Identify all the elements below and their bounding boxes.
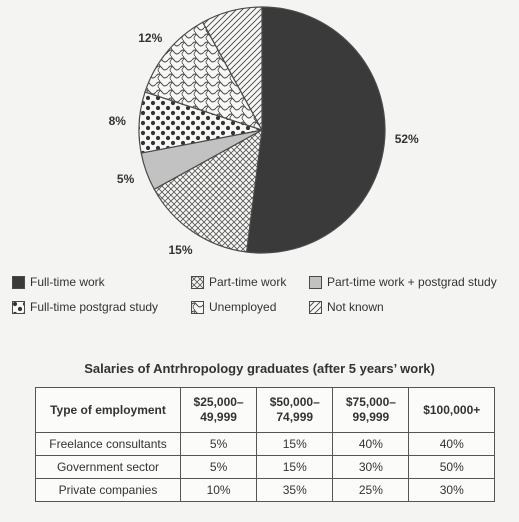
legend-label: Part-time work + postgrad study bbox=[327, 275, 497, 289]
table-cell: 35% bbox=[256, 478, 334, 502]
pie-chart: 52%15%5%8%12%8% bbox=[108, 6, 419, 257]
legend-label: Unemployed bbox=[209, 300, 277, 314]
table-row: Freelance consultants 5% 15% 40% 40% bbox=[35, 432, 495, 456]
legend-item-full-time-postgrad-study: Full-time postgrad study bbox=[12, 300, 158, 314]
pie-label-part-time-work-postgrad-study: 5% bbox=[116, 172, 135, 187]
table-body: Freelance consultants 5% 15% 40% 40% Governme… bbox=[35, 432, 495, 502]
legend-item-full-time-work: Full-time work bbox=[12, 275, 105, 289]
table-header-cell: $50,000– 74,999 bbox=[256, 387, 334, 433]
legend-item-part-time-work-postgrad-study: Part-time work + postgrad study bbox=[309, 275, 497, 289]
legend-swatch bbox=[309, 275, 322, 289]
table-header-cell: $100,000+ bbox=[408, 387, 495, 433]
legend-label: Part-time work bbox=[209, 275, 287, 289]
table-cell: 30% bbox=[332, 455, 410, 479]
pie-label-full-time-work: 52% bbox=[394, 132, 419, 147]
pie-label-unemployed: 12% bbox=[138, 30, 163, 45]
table-header-cell: $75,000– 99,999 bbox=[332, 387, 410, 433]
table-row: Government sector 5% 15% 30% 50% bbox=[35, 455, 495, 479]
pie-chart-svg bbox=[138, 6, 386, 254]
legend-swatch bbox=[309, 300, 322, 314]
legend-swatch bbox=[191, 300, 204, 314]
table-cell: 25% bbox=[332, 478, 410, 502]
table-cell: Private companies bbox=[35, 478, 181, 502]
legend-item-not-known: Not known bbox=[309, 300, 384, 314]
legend-swatch bbox=[191, 275, 204, 289]
table-cell: 40% bbox=[332, 432, 410, 456]
table-title: Salaries of Antrhropology graduates (aft… bbox=[84, 361, 435, 376]
table-header-row: Type of employment $25,000– 49,999 $50,000–… bbox=[35, 387, 495, 433]
legend-swatch bbox=[12, 300, 25, 314]
table-cell: 50% bbox=[408, 455, 495, 479]
legend-label: Not known bbox=[327, 300, 384, 314]
pie-slice-full-time-work bbox=[245, 6, 386, 254]
pie-label-full-time-postgrad-study: 8% bbox=[108, 113, 126, 128]
legend-swatch bbox=[12, 275, 25, 289]
table-cell: 15% bbox=[256, 455, 334, 479]
table-row: Private companies 10% 35% 25% 30% bbox=[35, 478, 495, 502]
table-header-cell: $25,000– 49,999 bbox=[179, 387, 258, 433]
legend-item-unemployed: Unemployed bbox=[191, 300, 276, 314]
table-header-cell: Type of employment bbox=[35, 387, 181, 433]
salary-table: Type of employment $25,000– 49,999 $50,000–… bbox=[35, 387, 495, 502]
pie-slice-not-known bbox=[201, 6, 263, 131]
pie-slice-unemployed bbox=[144, 21, 264, 132]
table-cell: Freelance consultants bbox=[35, 432, 181, 456]
table-cell: Government sector bbox=[35, 455, 181, 479]
table-cell: 5% bbox=[179, 455, 258, 479]
table-cell: 40% bbox=[408, 432, 495, 456]
table-cell: 30% bbox=[408, 478, 495, 502]
legend-item-part-time-work: Part-time work bbox=[191, 275, 286, 289]
table-cell: 10% bbox=[179, 478, 258, 502]
table-cell: 15% bbox=[256, 432, 334, 456]
legend-label: Full-time postgrad study bbox=[30, 300, 159, 314]
legend-label: Full-time work bbox=[30, 275, 105, 289]
pie-label-part-time-work: 15% bbox=[168, 242, 193, 257]
table-cell: 5% bbox=[179, 432, 258, 456]
pie-slice-part-time-work bbox=[153, 128, 263, 253]
